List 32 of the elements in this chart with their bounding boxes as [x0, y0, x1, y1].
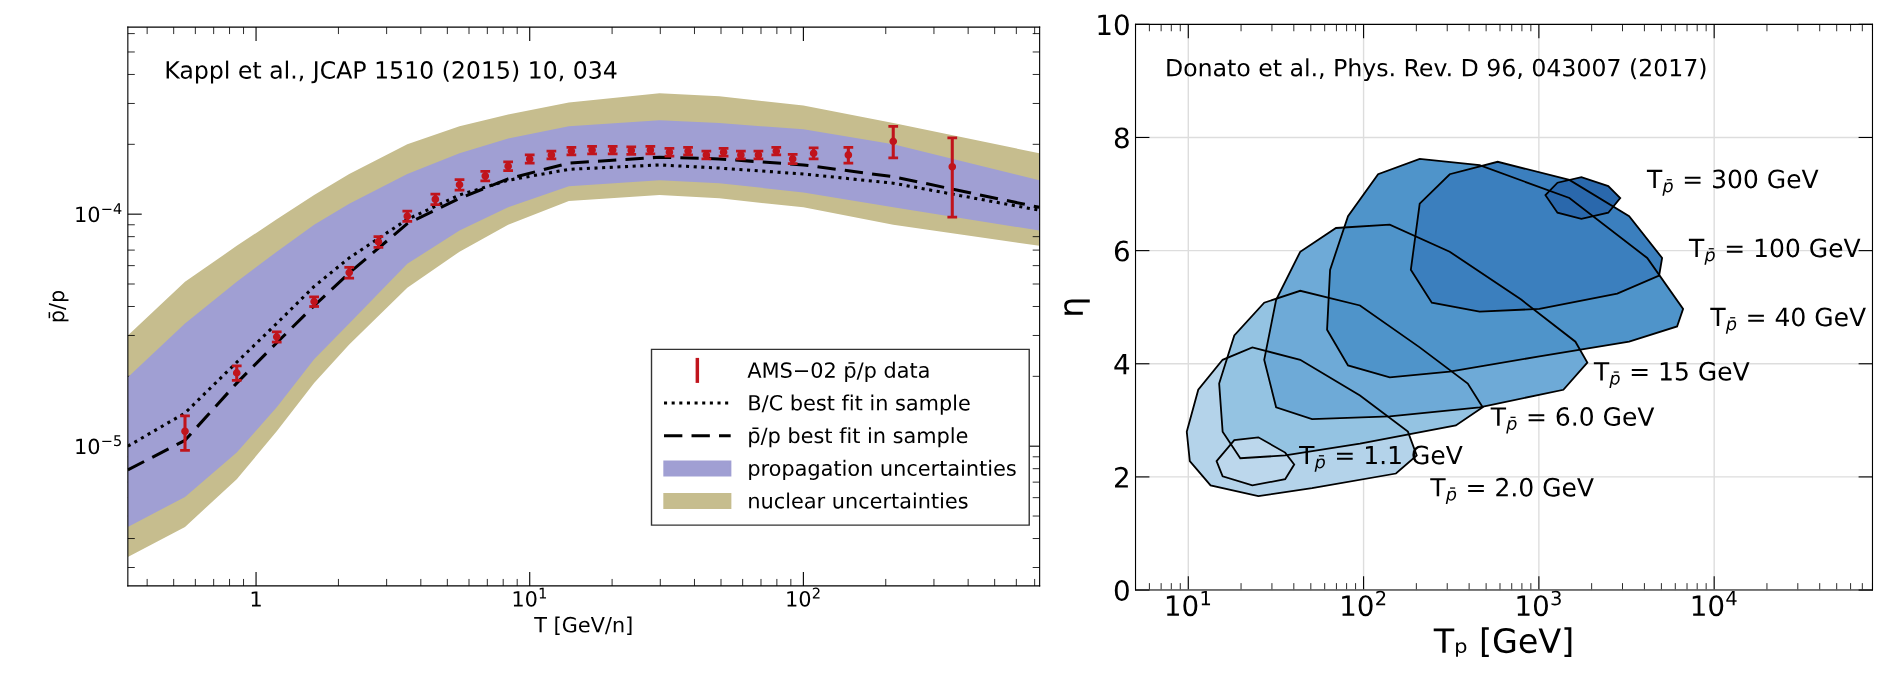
y-tick-label: 10 [1098, 14, 1129, 36]
series-label: T$_{p̄}$ = 300 GeV [1646, 169, 1819, 196]
y-tick-label: 0 [1114, 579, 1129, 601]
y-tick-label: 10$^{−4}$ [76, 203, 122, 223]
x-tick-label: 1 [251, 591, 261, 607]
annotation: Donato et al., Phys. Rev. D 96, 043007 (2017) [1167, 58, 1706, 82]
legend-label: T$_{p̄}$ = 100 GeV [1688, 238, 1861, 265]
series-label: T$_{p̄}$ = 2.0 GeV [1430, 477, 1594, 505]
x-axis-title: T [GeV/n] [534, 616, 632, 636]
series-label: T$_{p̄}$ = 40 GeV [1710, 307, 1866, 334]
y-tick-label: 2 [1115, 466, 1128, 488]
legend-label: nuclear uncertainties [749, 492, 968, 509]
legend-label: p̄/p best fit in sample [749, 427, 968, 448]
x-tick-label: 10$^{4}$ [1692, 591, 1737, 617]
series-label: T$_{p̄}$ = 6.0 GeV [1490, 407, 1655, 434]
legend-label: propagation uncertainties [749, 459, 1016, 481]
legend-label: AMS−02 p̄/p data [747, 361, 929, 383]
y-tick-label: 8 [1114, 127, 1129, 149]
annotation: Kappl et al., JCAP 1510 (2015) 10, 034 [166, 60, 617, 84]
series-label: T$_{p̄}$ = 15 GeV [1593, 361, 1750, 389]
y-tick-label: 4 [1114, 354, 1130, 375]
y-tick-label: 6 [1114, 240, 1129, 262]
x-tick-label: 10$^{3}$ [1517, 590, 1561, 617]
x-axis-title: Tₚ [GeV] [1433, 627, 1572, 658]
y-tick-label: 10$^{−5}$ [76, 435, 121, 455]
x-tick-label: 10$^{2}$ [1342, 590, 1386, 617]
legend-label: B/C best fit in sample [749, 394, 970, 415]
x-tick-label: 10$^{1}$ [513, 587, 547, 607]
x-tick-label: 10$^{1}$ [1166, 591, 1211, 617]
x-tick-label: 10$^{2}$ [787, 587, 820, 607]
y-axis-title: p̄/p [48, 290, 69, 322]
y-axis-title: η [1064, 299, 1090, 315]
